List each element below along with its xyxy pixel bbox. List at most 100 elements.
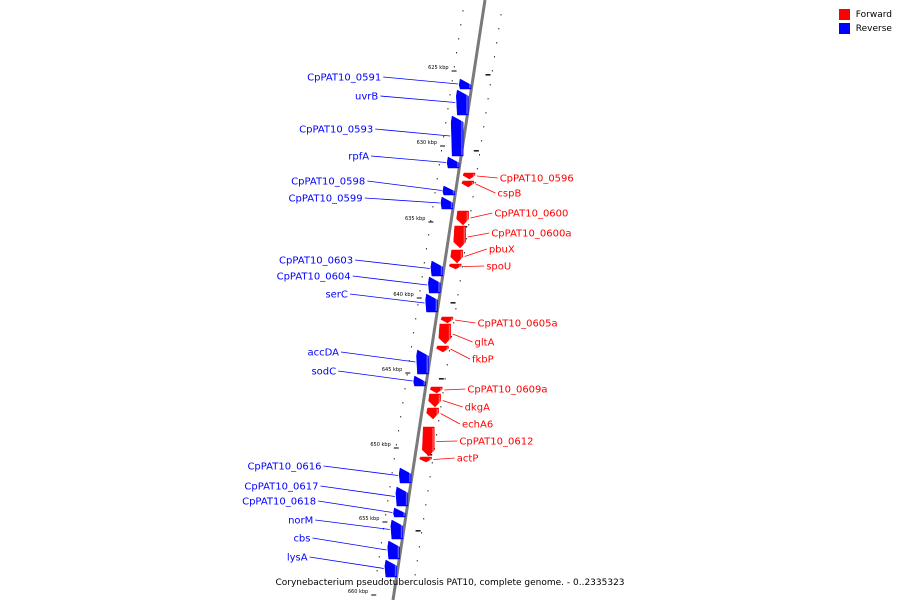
track-dot [410,346,412,348]
track-dot [447,108,449,110]
track-dot [472,196,474,198]
gene-leader-line [470,212,493,219]
track-dot [415,318,417,320]
gene-arrow [438,323,452,345]
track-dot [427,490,429,492]
gene-shade [435,295,438,311]
gene-label-forward: CpPAT10_0596 [500,174,574,185]
scale-tick-label: 640 kbp [393,292,413,298]
scale-tick-label: 660 kbp [348,589,368,595]
gene-arrow [456,89,469,116]
gene-leader-line [338,370,413,382]
track-dot [378,556,380,558]
track-dot [483,126,485,128]
gene-label-reverse: norM [288,516,313,527]
track-dot [500,14,502,16]
track-dot [436,434,438,436]
track-dot [428,234,430,236]
track-dot [385,514,387,516]
gene-arrow [384,559,398,578]
gene-arrow [450,115,464,157]
track-dot [457,294,459,296]
gene-label-forward: dkgA [465,403,490,414]
gene-arrow [419,456,432,463]
gene-shade [438,395,441,406]
scale-tick-label: 630 kbp [417,140,437,146]
gene-leader-line [464,248,487,257]
gene-label-forward: echA6 [462,420,493,431]
gene-shade [429,458,432,461]
gene-arrow [395,486,409,507]
gene-shade [440,388,442,392]
gene-label-reverse: lysA [287,553,308,564]
gene-label-reverse: CpPAT10_0604 [277,272,351,283]
gene-leader-line [349,293,425,304]
gene-shade [459,265,461,268]
track-dot [414,574,416,576]
track-dot [387,500,389,502]
gene-arrow [436,345,449,353]
gene-shade [450,198,453,208]
gene-label-reverse: CpPAT10_0618 [242,497,316,508]
gene-arrow [461,180,475,188]
track-dot [423,518,425,520]
gene-arrow [440,316,454,324]
gene-label-reverse: CpPAT10_0617 [244,482,318,493]
track-dash [415,530,421,532]
gene-shade [473,174,475,178]
gene-leader-line [320,485,395,497]
gene-leader-line [323,465,399,476]
track-dot [498,28,500,30]
track-dot [434,192,436,194]
gene-label-forward: pbuX [489,245,515,256]
gene-shade [460,251,463,262]
track-dot [395,444,397,446]
gene-shade [394,561,397,576]
scale-tick-label: 650 kbp [370,442,390,448]
gene-shade [469,80,471,88]
gene-shade [403,509,405,516]
gene-shade [461,117,463,155]
track-dot [404,388,406,390]
track-dot [491,70,493,72]
gene-arrow [390,519,404,540]
gene-shade [448,325,451,343]
gene-shade [405,488,408,505]
gene-leader-line [476,175,498,179]
gene-shade [426,351,428,373]
gene-label-forward: fkbP [472,355,494,366]
track-dot [474,182,476,184]
scale-tick-label: 645 kbp [382,367,402,373]
track-dot [453,322,455,324]
gene-shade [409,469,411,482]
track-dot [398,430,400,432]
track-dot [458,38,460,40]
gene-leader-line [433,457,455,460]
gene-shade [397,542,400,558]
gene-shade [438,278,440,292]
track-dot [408,360,410,362]
legend: Forward Reverse [838,9,892,37]
gene-leader-line [454,319,476,324]
gene-arrow [440,196,454,210]
gene-leader-line [312,537,387,551]
track-dot [389,486,391,488]
track-dot [419,290,421,292]
track-dot [487,98,489,100]
track-dot [456,52,458,54]
track-dot [470,210,472,212]
legend-item-reverse: Reverse [838,23,892,34]
gene-leader-line [367,180,442,191]
genome-backbone [391,0,487,600]
gene-arrow [393,507,406,518]
track-dot [446,364,448,366]
gene-label-reverse: CpPAT10_0591 [307,73,381,84]
gene-leader-line [452,333,473,343]
track-dot [461,266,463,268]
gene-label-forward: CpPAT10_0612 [459,437,533,448]
track-dot [423,262,425,264]
forward-swatch [838,9,850,20]
track-dot [440,406,442,408]
gene-label-reverse: CpPAT10_0616 [247,462,321,473]
track-dot [406,374,408,376]
